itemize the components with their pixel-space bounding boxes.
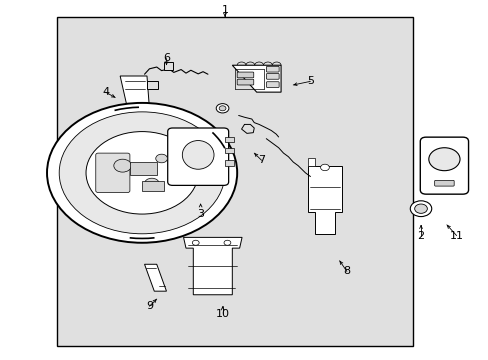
Text: 2: 2 (417, 231, 424, 240)
Text: 4: 4 (102, 87, 109, 97)
FancyBboxPatch shape (224, 160, 233, 166)
Circle shape (216, 104, 228, 113)
Text: 1: 1 (221, 5, 228, 15)
FancyBboxPatch shape (237, 79, 253, 85)
Circle shape (428, 148, 459, 171)
Ellipse shape (86, 132, 198, 214)
FancyBboxPatch shape (147, 81, 158, 89)
FancyBboxPatch shape (224, 148, 233, 153)
Polygon shape (120, 76, 149, 108)
Circle shape (156, 154, 167, 163)
Circle shape (224, 240, 230, 245)
Ellipse shape (59, 112, 224, 234)
FancyBboxPatch shape (96, 153, 130, 193)
FancyBboxPatch shape (237, 72, 253, 78)
FancyBboxPatch shape (266, 73, 279, 79)
FancyBboxPatch shape (266, 66, 279, 72)
Polygon shape (183, 237, 242, 295)
Circle shape (320, 164, 329, 171)
Polygon shape (232, 65, 281, 92)
Text: 5: 5 (306, 76, 313, 86)
FancyBboxPatch shape (419, 137, 468, 194)
FancyBboxPatch shape (224, 137, 233, 142)
Text: 6: 6 (163, 53, 170, 63)
Circle shape (414, 204, 427, 213)
Bar (57, 17, 412, 346)
Polygon shape (307, 166, 341, 234)
Circle shape (219, 106, 225, 111)
Polygon shape (144, 264, 166, 291)
Text: 10: 10 (215, 310, 229, 319)
Text: 11: 11 (448, 231, 463, 240)
Text: 7: 7 (258, 155, 264, 165)
FancyBboxPatch shape (130, 162, 157, 175)
FancyBboxPatch shape (266, 82, 279, 87)
Ellipse shape (47, 103, 237, 243)
FancyBboxPatch shape (163, 62, 172, 69)
Circle shape (409, 201, 431, 217)
Text: 8: 8 (343, 266, 350, 276)
Circle shape (192, 240, 199, 245)
Circle shape (114, 159, 131, 172)
Ellipse shape (182, 140, 214, 169)
Text: 3: 3 (197, 209, 203, 219)
Text: 9: 9 (145, 301, 153, 311)
FancyBboxPatch shape (434, 180, 453, 186)
Circle shape (144, 178, 159, 189)
FancyBboxPatch shape (167, 128, 228, 185)
FancyBboxPatch shape (142, 181, 163, 191)
Polygon shape (307, 158, 315, 166)
